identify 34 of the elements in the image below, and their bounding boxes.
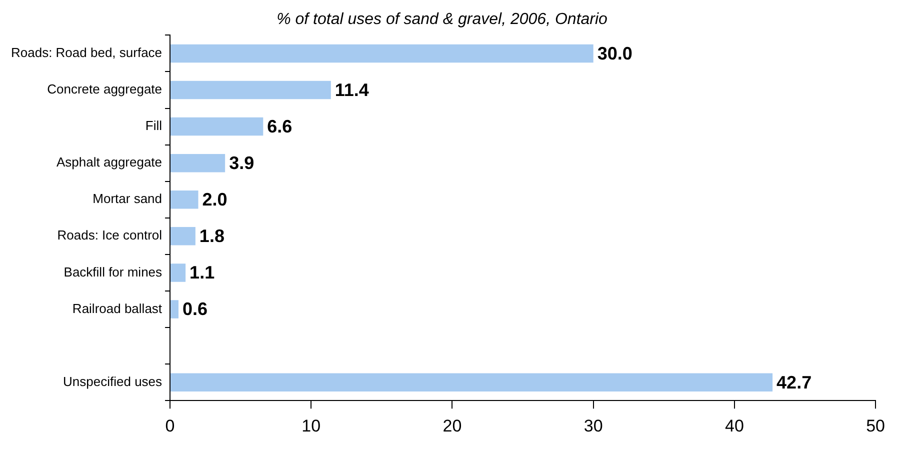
y-tick-label: Roads: Ice control: [57, 228, 162, 243]
x-tick-label: 40: [724, 416, 744, 436]
x-tick-label: 10: [302, 416, 321, 436]
y-tick-label: Fill: [145, 118, 162, 134]
data-label: 2.0: [202, 190, 228, 210]
y-tick-label: Concrete aggregate: [47, 82, 162, 97]
bar: [170, 373, 773, 392]
x-tick-label: 20: [442, 416, 462, 436]
bar: [170, 190, 198, 209]
y-tick-label: Backfill for mines: [64, 264, 163, 280]
data-label: 11.4: [334, 80, 369, 100]
bar: [170, 300, 178, 318]
chart-title: % of total uses of sand & gravel, 2006, Ontario: [276, 11, 608, 28]
bar: [170, 264, 186, 282]
data-label: 1.8: [199, 226, 224, 246]
y-tick-label: Asphalt aggregate: [56, 154, 162, 170]
bar: [170, 80, 331, 100]
y-tick-label: Railroad ballast: [72, 300, 162, 316]
data-label: 0.6: [182, 299, 208, 320]
data-label: 6.6: [267, 116, 292, 137]
bar: [170, 227, 196, 246]
bar: [170, 44, 594, 63]
data-label: 3.9: [229, 153, 254, 174]
data-label: 42.7: [776, 372, 812, 392]
data-label: 1.1: [190, 262, 215, 283]
x-tick-label: 50: [866, 416, 886, 436]
x-tick-label: 0: [165, 416, 175, 436]
y-tick-label: Unspecified uses: [63, 374, 163, 389]
data-label: 30.0: [597, 43, 632, 64]
x-tick-label: 30: [584, 416, 603, 436]
bar: [170, 117, 264, 136]
bar: [170, 154, 226, 172]
y-tick-label: Mortar sand: [92, 191, 162, 206]
y-tick-label: Roads: Road bed, surface: [10, 45, 162, 60]
